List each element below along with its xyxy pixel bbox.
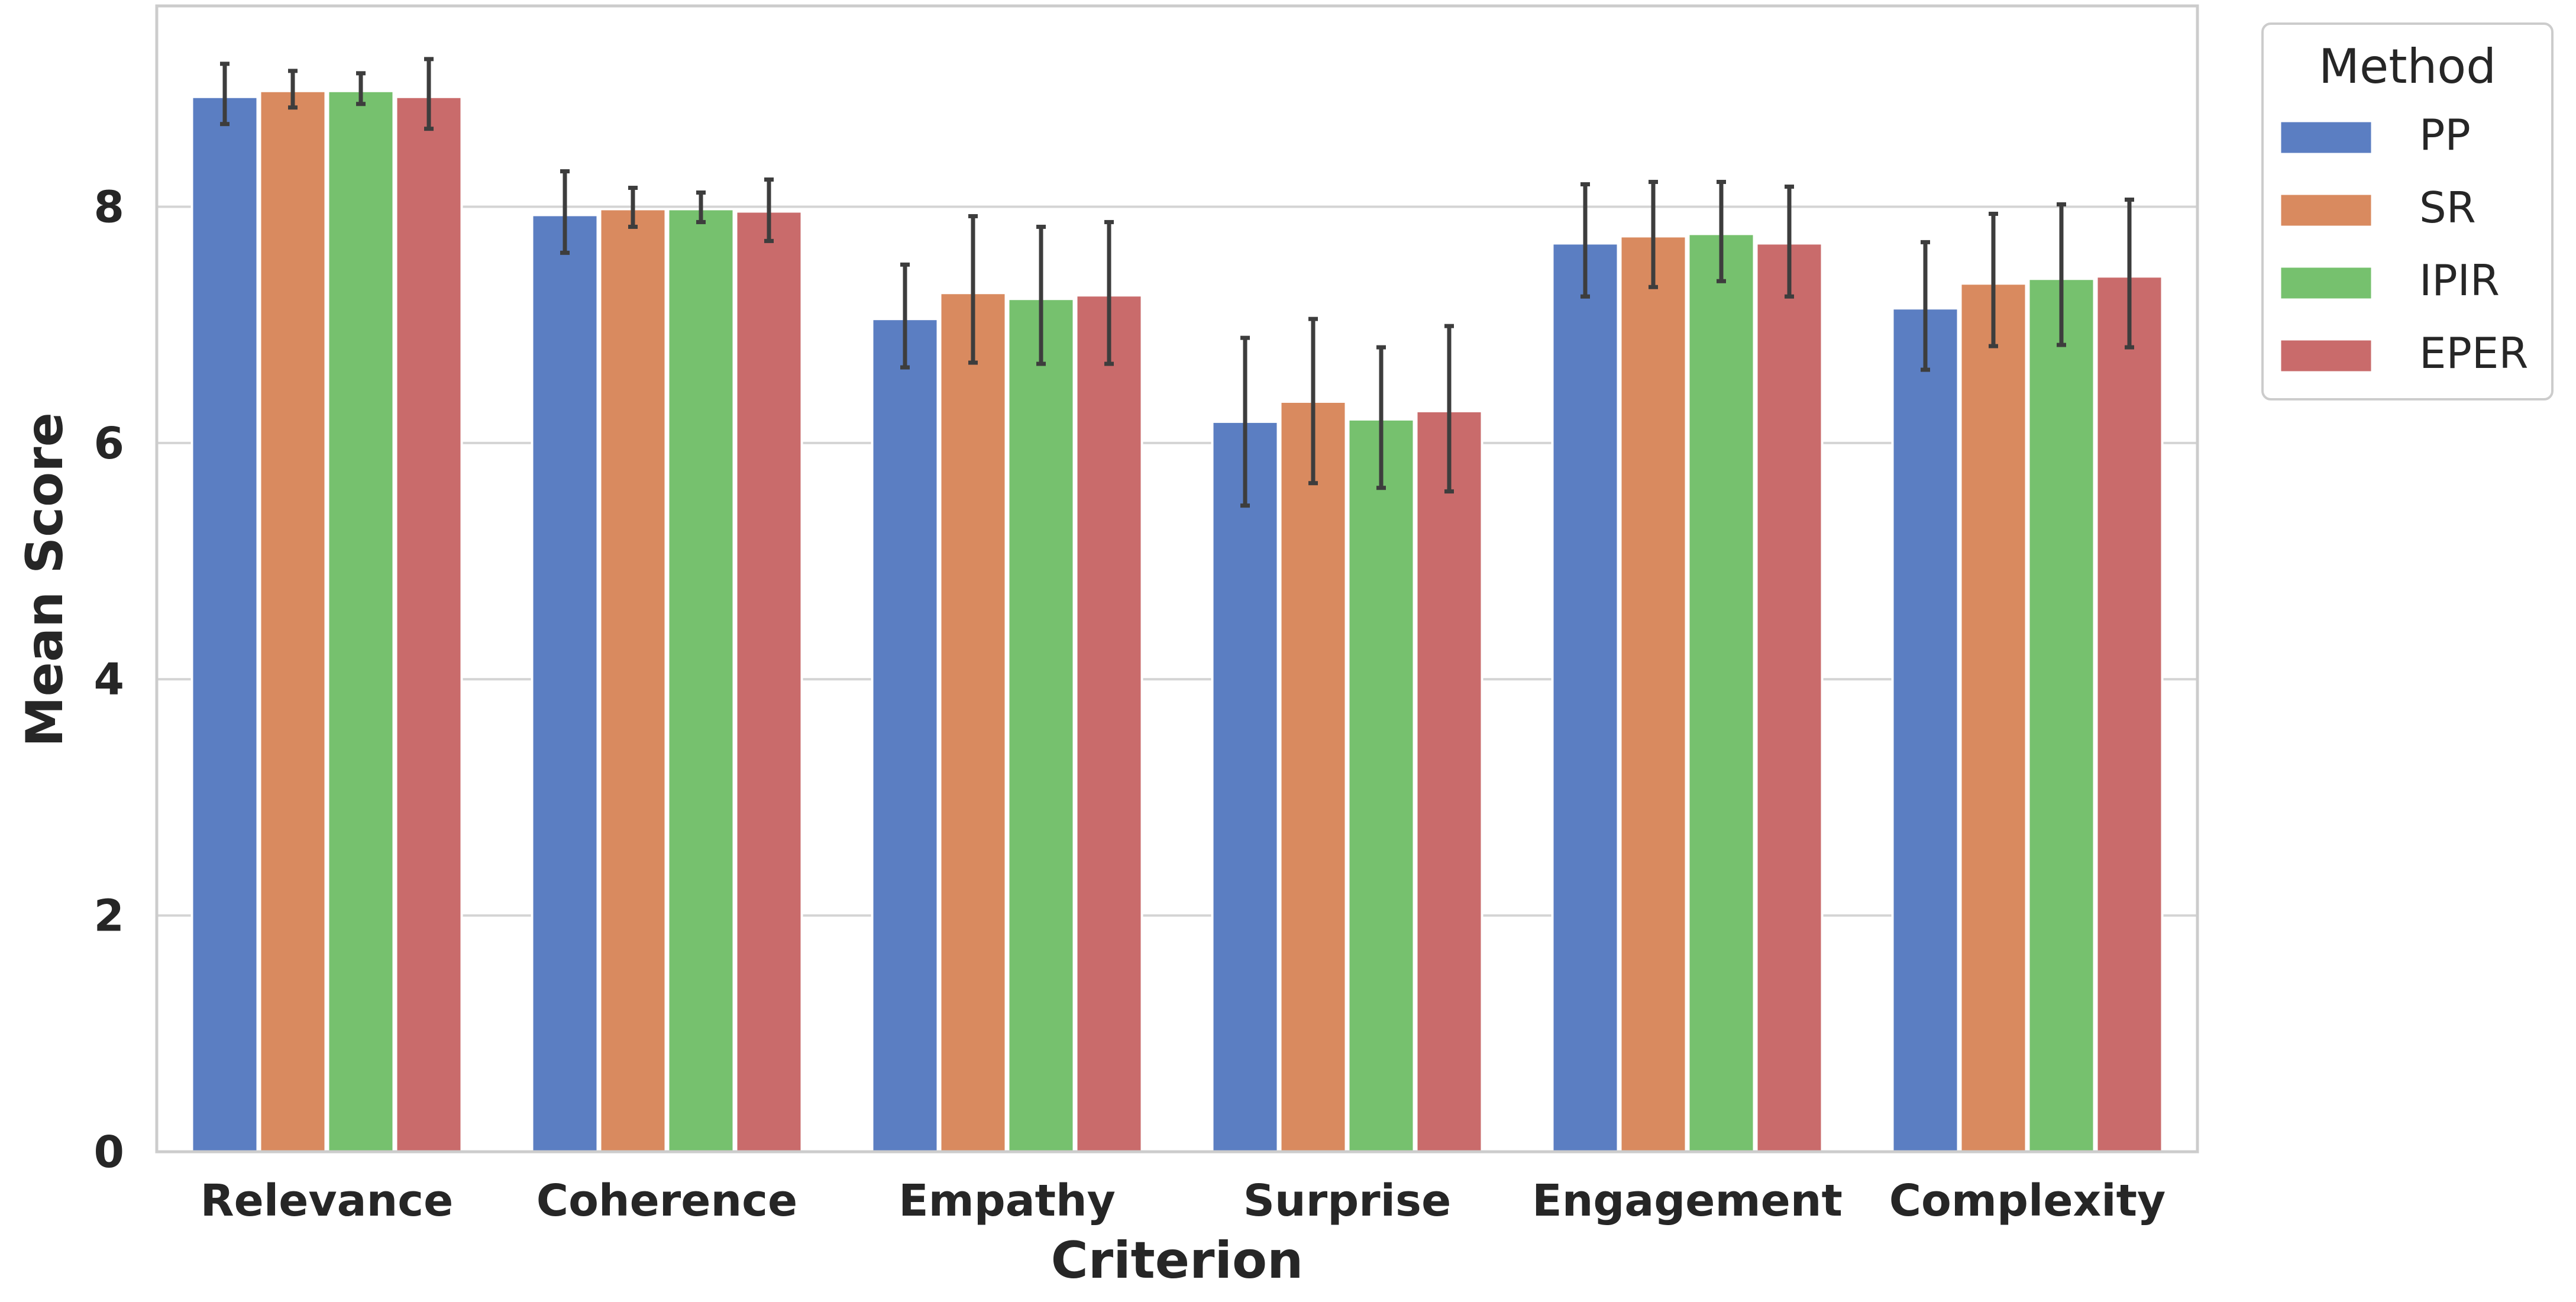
bar-sr-empathy [939, 292, 1007, 1154]
y-tick-labels: 0 2 4 6 8 [94, 182, 125, 1178]
bar-ipir-empathy [1007, 298, 1075, 1153]
legend-label-eper: EPER [2419, 328, 2528, 378]
bar-sr-coherence [599, 208, 667, 1154]
x-tick-label-complexity: Complexity [1889, 1175, 2166, 1226]
legend: Method PP SR IPIR EPER [2261, 22, 2554, 400]
legend-label-pp: PP [2419, 110, 2471, 160]
x-tick-label-coherence: Coherence [536, 1175, 797, 1226]
bar-eper-surprise [1415, 409, 1483, 1153]
bar-ipir-engagement [1687, 232, 1756, 1154]
legend-swatch-ipir [2279, 266, 2373, 301]
bar-eper-empathy [1075, 294, 1143, 1153]
legend-title: Method [2319, 39, 2496, 94]
x-tick-label-surprise: Surprise [1243, 1175, 1452, 1226]
x-tick-label-empathy: Empathy [898, 1175, 1116, 1226]
legend-frame [2261, 22, 2554, 400]
bar-sr-surprise [1279, 400, 1347, 1154]
legend-label-ipir: IPIR [2419, 256, 2500, 305]
bar-eper-engagement [1755, 242, 1824, 1154]
y-axis-label: Mean Score [15, 412, 75, 747]
bar-pp-coherence [531, 214, 599, 1153]
bar-sr-engagement [1619, 235, 1688, 1154]
y-tick-label: 8 [94, 182, 125, 232]
x-tick-labels: Relevance Coherence Empathy Surprise Engagem… [201, 1175, 2166, 1226]
x-tick-label-relevance: Relevance [201, 1175, 454, 1226]
bars [190, 89, 2164, 1154]
bar-ipir-complexity [2027, 277, 2096, 1154]
legend-swatch-pp [2279, 120, 2373, 155]
bar-eper-coherence [735, 210, 803, 1153]
bar-eper-complexity [2095, 275, 2164, 1153]
bar-pp-engagement [1551, 242, 1620, 1154]
legend-label-sr: SR [2419, 183, 2476, 232]
bar-pp-empathy [871, 318, 939, 1153]
plot-frame [155, 4, 2199, 1154]
bar-ipir-relevance [327, 89, 395, 1153]
plot-background [157, 6, 2197, 1152]
bar-pp-surprise [1211, 420, 1279, 1153]
bar-sr-relevance [258, 89, 327, 1153]
bar-ipir-coherence [667, 208, 735, 1154]
y-tick-label: 0 [94, 1127, 125, 1178]
bar-pp-complexity [1891, 307, 1960, 1153]
y-tick-label: 4 [94, 654, 125, 705]
y-tick-label: 6 [94, 418, 125, 469]
bar-eper-relevance [395, 95, 463, 1154]
x-tick-label-engagement: Engagement [1532, 1175, 1843, 1226]
x-axis-label: Criterion [1051, 1231, 1304, 1290]
legend-swatch-sr [2279, 193, 2373, 228]
legend-swatch-eper [2279, 338, 2373, 373]
error-bars [220, 57, 2134, 508]
bar-sr-complexity [1959, 282, 2028, 1153]
y-tick-label: 2 [94, 891, 125, 942]
bar-pp-relevance [190, 95, 259, 1154]
bar-ipir-surprise [1347, 418, 1415, 1154]
